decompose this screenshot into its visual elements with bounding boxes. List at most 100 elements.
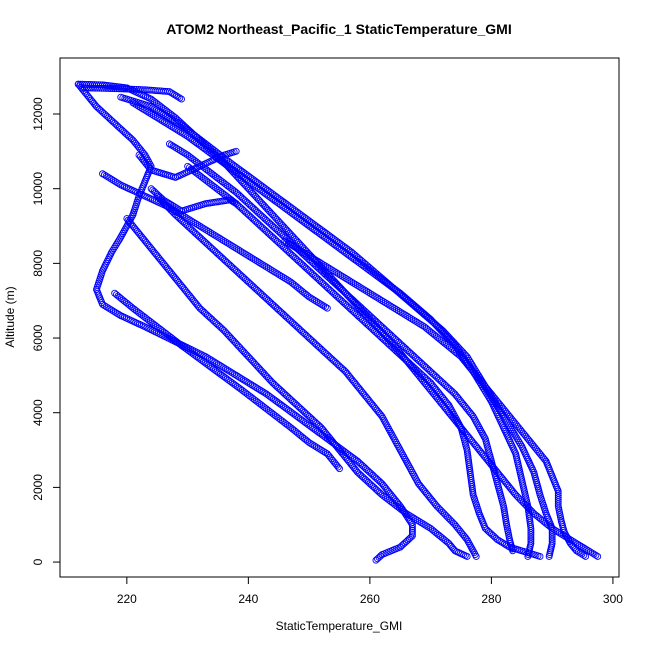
data-point	[220, 237, 228, 245]
data-point	[588, 549, 596, 557]
data-point	[288, 241, 296, 249]
data-point	[161, 197, 169, 205]
data-point	[510, 429, 518, 437]
data-point	[162, 119, 170, 127]
data-point	[278, 272, 285, 280]
data-point	[327, 265, 335, 273]
data-point	[236, 247, 244, 255]
data-point	[283, 276, 291, 284]
data-point	[155, 115, 163, 123]
data-point	[165, 114, 173, 121]
data-point	[283, 238, 291, 246]
data-point	[250, 382, 258, 390]
data-point	[176, 128, 184, 136]
data-point	[506, 424, 514, 432]
data-point	[274, 270, 282, 278]
data-point	[398, 309, 406, 317]
data-point	[261, 262, 269, 270]
data-point	[156, 108, 164, 116]
data-point	[281, 275, 289, 283]
data-point	[225, 240, 233, 248]
data-point	[415, 319, 423, 327]
data-point	[279, 273, 287, 281]
data-point	[413, 318, 421, 326]
data-point	[115, 311, 123, 318]
data-point	[157, 116, 165, 124]
y-tick-label: 6000	[31, 324, 45, 351]
data-point	[203, 226, 211, 234]
data-point	[334, 463, 342, 471]
data-point	[307, 294, 315, 302]
data-point	[242, 251, 250, 258]
data-point	[100, 302, 108, 309]
data-point	[254, 385, 262, 392]
data-point	[153, 106, 160, 114]
data-point	[582, 553, 590, 560]
data-point	[126, 85, 134, 93]
data-point	[115, 237, 122, 245]
data-point	[169, 90, 177, 98]
data-point	[394, 307, 402, 315]
data-point	[323, 304, 331, 312]
data-point	[168, 123, 175, 130]
data-point	[102, 84, 110, 92]
data-point	[307, 440, 315, 448]
data-point	[357, 284, 365, 292]
data-point	[513, 435, 521, 443]
data-point	[304, 292, 311, 300]
data-point	[303, 251, 311, 258]
data-points	[74, 80, 602, 564]
data-point	[119, 85, 127, 93]
data-point	[173, 144, 181, 152]
data-point	[229, 242, 237, 250]
data-point	[89, 84, 97, 92]
data-point	[286, 240, 294, 248]
data-point	[178, 129, 186, 137]
data-point	[171, 91, 179, 99]
data-point	[579, 544, 587, 551]
data-point	[176, 94, 184, 102]
data-point	[311, 296, 319, 304]
data-point	[408, 315, 415, 323]
data-point	[370, 292, 378, 300]
data-point	[314, 444, 322, 452]
data-point	[299, 248, 307, 256]
data-point	[468, 411, 476, 419]
data-point	[578, 550, 586, 558]
data-point	[476, 379, 484, 387]
data-point	[167, 200, 175, 208]
data-point	[111, 308, 119, 316]
data-point	[309, 441, 317, 449]
data-point	[223, 366, 231, 374]
data-point	[135, 86, 143, 93]
data-point	[247, 380, 254, 388]
data-point	[106, 305, 114, 313]
y-tick-label: 0	[31, 558, 45, 565]
data-point	[265, 264, 272, 272]
data-point	[178, 148, 186, 156]
data-point	[323, 263, 331, 271]
data-point	[477, 381, 485, 389]
data-point	[497, 538, 505, 546]
data-point	[148, 110, 156, 118]
data-point	[252, 384, 260, 391]
data-point	[122, 85, 129, 93]
data-point	[402, 311, 410, 319]
data-point	[462, 534, 470, 542]
data-point	[316, 259, 324, 266]
data-point	[295, 246, 303, 254]
data-point	[573, 547, 580, 555]
data-point	[583, 546, 591, 554]
data-point	[318, 260, 326, 268]
data-point	[309, 295, 317, 303]
data-point	[174, 119, 182, 127]
data-point	[227, 368, 235, 376]
data-point	[83, 84, 90, 92]
data-point	[348, 278, 356, 286]
y-tick-label: 8000	[31, 250, 45, 277]
data-point	[333, 269, 341, 277]
data-point	[211, 358, 219, 366]
data-point	[340, 273, 348, 281]
data-point	[109, 246, 117, 254]
data-point	[261, 389, 269, 397]
